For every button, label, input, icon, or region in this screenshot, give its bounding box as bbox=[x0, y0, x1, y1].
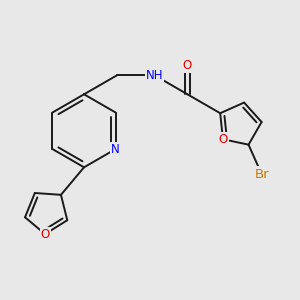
Text: Br: Br bbox=[254, 168, 269, 181]
Text: O: O bbox=[218, 133, 228, 146]
Text: O: O bbox=[40, 228, 50, 241]
Text: NH: NH bbox=[146, 69, 164, 82]
Text: O: O bbox=[183, 59, 192, 72]
Text: N: N bbox=[111, 142, 120, 155]
